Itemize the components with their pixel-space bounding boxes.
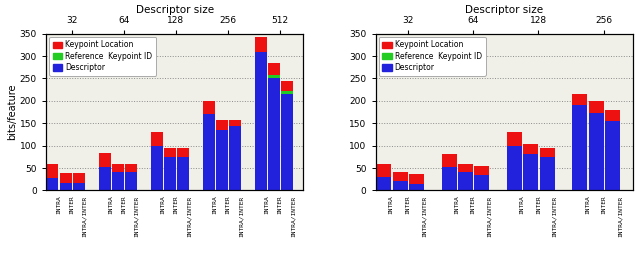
Bar — [151, 146, 163, 190]
Bar — [268, 75, 280, 78]
Bar — [540, 157, 555, 190]
Bar — [177, 148, 189, 157]
Bar — [281, 94, 293, 190]
Bar — [125, 172, 137, 190]
X-axis label: Descriptor size: Descriptor size — [136, 5, 214, 15]
Bar — [474, 166, 490, 175]
Bar — [255, 52, 267, 190]
Bar — [203, 101, 215, 114]
Bar — [589, 101, 604, 113]
Bar — [268, 63, 280, 75]
Bar — [281, 91, 293, 94]
Legend: Keypoint Location, Reference  Keypoint ID, Descriptor: Keypoint Location, Reference Keypoint ID… — [379, 37, 486, 76]
Bar — [458, 172, 473, 190]
Bar — [572, 94, 588, 105]
Bar — [151, 132, 163, 146]
Bar — [392, 181, 408, 190]
Bar — [474, 175, 490, 190]
Bar — [409, 184, 424, 190]
Bar — [376, 177, 391, 190]
Bar — [47, 164, 58, 178]
Bar — [125, 164, 137, 172]
Bar — [524, 154, 538, 190]
Bar — [376, 164, 391, 177]
Bar — [605, 121, 620, 190]
Bar — [442, 167, 456, 190]
Bar — [392, 172, 408, 181]
Bar — [112, 164, 124, 172]
Bar — [99, 153, 111, 167]
Bar — [540, 148, 555, 157]
Bar — [442, 154, 456, 167]
Bar — [458, 164, 473, 172]
Bar — [99, 167, 111, 190]
Bar — [507, 132, 522, 146]
Y-axis label: bits/feature: bits/feature — [7, 84, 17, 140]
Bar — [60, 183, 72, 190]
Bar — [112, 172, 124, 190]
Bar — [203, 114, 215, 190]
Bar — [72, 183, 84, 190]
Legend: Keypoint Location, Reference  Keypoint ID, Descriptor: Keypoint Location, Reference Keypoint ID… — [49, 37, 156, 76]
Bar — [589, 113, 604, 190]
Bar — [268, 78, 280, 190]
Bar — [255, 37, 267, 52]
X-axis label: Descriptor size: Descriptor size — [465, 5, 543, 15]
Bar — [60, 173, 72, 183]
Bar — [507, 146, 522, 190]
Bar — [409, 174, 424, 184]
Bar — [216, 120, 228, 130]
Bar — [47, 178, 58, 190]
Bar — [229, 126, 241, 190]
Bar — [177, 157, 189, 190]
Bar — [164, 148, 176, 157]
Bar — [572, 105, 588, 190]
Bar — [164, 157, 176, 190]
Bar — [216, 130, 228, 190]
Bar — [524, 144, 538, 154]
Bar — [605, 110, 620, 121]
Bar — [72, 173, 84, 183]
Bar — [281, 81, 293, 91]
Bar — [229, 120, 241, 126]
